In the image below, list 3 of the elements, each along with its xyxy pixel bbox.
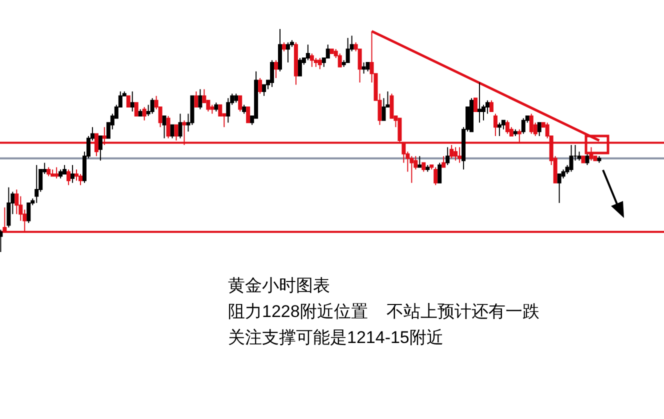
text: 阻力1228附近位置 不站上预计还有一跌 [228,301,540,323]
text: 黄金小时图表 [228,275,331,297]
text: 关注支撑可能是1214-15附近 [228,327,444,349]
